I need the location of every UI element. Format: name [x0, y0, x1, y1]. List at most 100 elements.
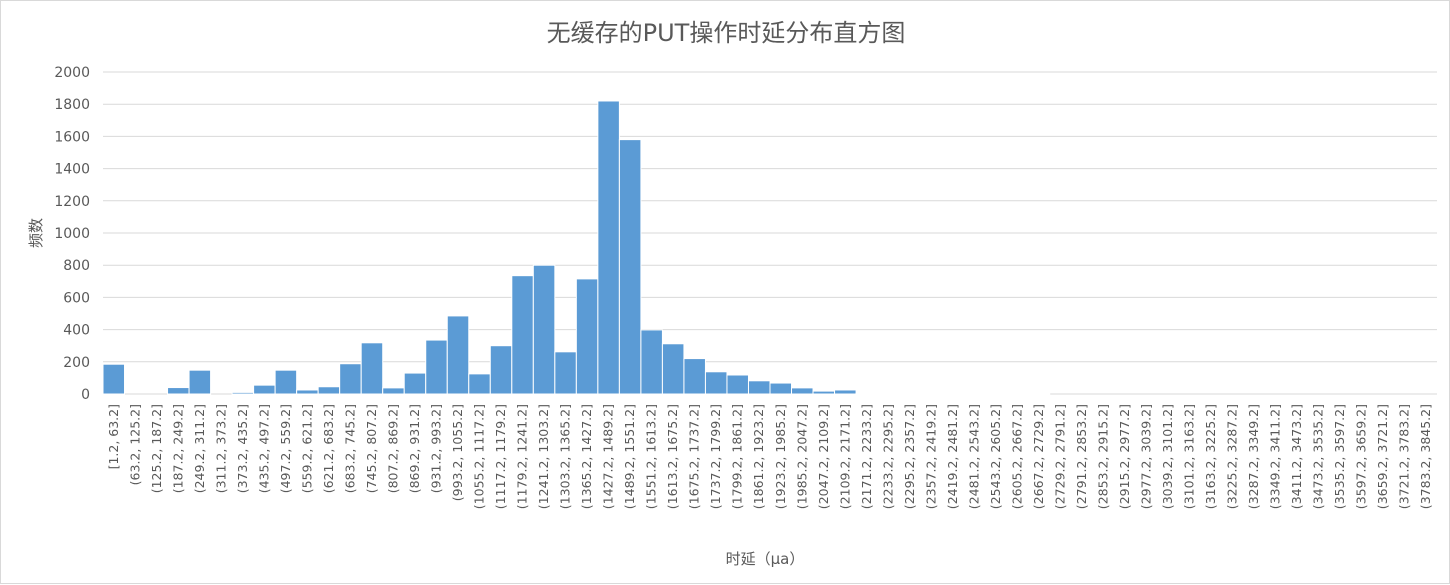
x-tick-label: (2357.2, 2419.2]: [923, 404, 938, 509]
x-tick-label: (2543.2, 2605.2]: [988, 404, 1003, 509]
x-tick-label: (3783.2, 3845.2]: [1418, 404, 1433, 509]
histogram-bar: [340, 364, 362, 394]
y-tick-label: 600: [63, 290, 90, 306]
x-tick-label: [1.2, 63.2]: [106, 404, 121, 469]
y-tick-label: 1000: [54, 226, 90, 242]
x-tick-label: (1117.2, 1179.2]: [493, 404, 508, 509]
histogram-bar: [490, 346, 512, 394]
histogram-bar: [770, 383, 792, 394]
x-tick-label: (3101.2, 3163.2]: [1182, 404, 1197, 509]
x-tick-label: (1613.2, 1675.2]: [665, 404, 680, 509]
x-tick-label: (745.2, 807.2]: [364, 404, 379, 493]
x-tick-label: (931.2, 993.2]: [429, 404, 444, 493]
histogram-bar: [383, 388, 405, 394]
x-tick-label: (1985.2, 2047.2]: [794, 404, 809, 509]
y-tick-label: 1400: [54, 162, 90, 178]
histogram-bar: [275, 370, 297, 394]
x-tick-label: (2419.2, 2481.2]: [945, 404, 960, 509]
y-tick-label: 1800: [54, 97, 90, 113]
histogram-bar: [662, 344, 684, 394]
histogram-bar: [684, 359, 706, 394]
histogram-bar: [426, 340, 448, 394]
gridlines: [103, 72, 1437, 394]
x-tick-label: (869.2, 931.2]: [407, 404, 422, 493]
x-tick-label: (683.2, 745.2]: [342, 404, 357, 493]
histogram-bar: [168, 388, 190, 394]
x-tick-label: (2109.2, 2171.2]: [837, 404, 852, 509]
x-tick-label: (1365.2, 1427.2]: [579, 404, 594, 509]
x-tick-label: (1737.2, 1799.2]: [708, 404, 723, 509]
x-axis-ticks: [1.2, 63.2] (63.2, 125.2] (125.2, 187.2] (1…: [106, 404, 1433, 509]
histogram-bar: [533, 265, 555, 394]
x-tick-label: (2047.2, 2109.2]: [816, 404, 831, 509]
histogram-bar: [254, 385, 276, 394]
x-tick-label: (3473.2, 3535.2]: [1311, 404, 1326, 509]
x-tick-label: (3039.2, 3101.2]: [1160, 404, 1175, 509]
x-tick-label: (1923.2, 1985.2]: [773, 404, 788, 509]
x-tick-label: (2791.2, 2853.2]: [1074, 404, 1089, 509]
histogram-bar: [232, 392, 254, 394]
histogram-bar: [727, 375, 749, 394]
y-tick-label: 2000: [54, 65, 90, 81]
x-tick-label: (435.2, 497.2]: [256, 404, 271, 493]
histogram-bar: [189, 370, 211, 394]
x-tick-label: (3411.2, 3473.2]: [1289, 404, 1304, 509]
x-tick-label: (1179.2, 1241.2]: [515, 404, 530, 509]
x-tick-label: (1861.2, 1923.2]: [751, 404, 766, 509]
y-tick-label: 800: [63, 258, 90, 274]
x-tick-label: (1799.2, 1861.2]: [730, 404, 745, 509]
y-tick-label: 200: [63, 355, 90, 371]
x-tick-label: (3659.2, 3721.2]: [1375, 404, 1390, 509]
bars: [103, 101, 1050, 394]
x-tick-label: (2667.2, 2729.2]: [1031, 404, 1046, 509]
histogram-bar: [813, 391, 835, 394]
histogram-bar: [835, 390, 857, 394]
x-tick-label: (63.2, 125.2]: [127, 404, 142, 485]
histogram-bar: [748, 381, 770, 394]
histogram-bar: [576, 279, 598, 394]
histogram-bar: [297, 390, 319, 394]
x-tick-label: (1055.2, 1117.2]: [472, 404, 487, 509]
x-tick-label: (1241.2, 1303.2]: [536, 404, 551, 509]
x-tick-label: (2853.2, 2915.2]: [1096, 404, 1111, 509]
histogram-bar: [512, 276, 534, 394]
x-tick-label: (2729.2, 2791.2]: [1052, 404, 1067, 509]
histogram-bar: [555, 352, 577, 394]
x-tick-label: (249.2, 311.2]: [192, 404, 207, 493]
x-tick-label: (3721.2, 3783.2]: [1397, 404, 1412, 509]
x-tick-label: (3225.2, 3287.2]: [1225, 404, 1240, 509]
x-tick-label: (2605.2, 2667.2]: [1009, 404, 1024, 509]
x-tick-label: (187.2, 249.2]: [170, 404, 185, 493]
y-tick-label: 1200: [54, 194, 90, 210]
x-tick-label: (1551.2, 1613.2]: [644, 404, 659, 509]
x-tick-label: (3287.2, 3349.2]: [1246, 404, 1261, 509]
x-tick-label: (2171.2, 2233.2]: [859, 404, 874, 509]
y-tick-label: 1600: [54, 129, 90, 145]
histogram-bar: [705, 372, 727, 394]
histogram-bar: [318, 387, 340, 394]
y-axis-title: 频数: [27, 218, 45, 248]
histogram-bar: [103, 364, 125, 394]
x-tick-label: (3597.2, 3659.2]: [1354, 404, 1369, 509]
histogram-bar: [641, 330, 663, 394]
histogram-bar: [792, 388, 814, 394]
histogram-bar: [598, 101, 620, 394]
x-tick-label: (1489.2, 1551.2]: [622, 404, 637, 509]
x-tick-label: (807.2, 869.2]: [385, 404, 400, 493]
chart-title: 无缓存的PUT操作时延分布直方图: [547, 19, 906, 47]
x-tick-label: (1675.2, 1737.2]: [687, 404, 702, 509]
x-tick-label: (993.2, 1055.2]: [450, 404, 465, 501]
histogram-bar: [619, 140, 641, 394]
histogram-bar: [404, 373, 426, 394]
x-axis-title: 时延（μa）: [726, 550, 805, 568]
x-tick-label: (621.2, 683.2]: [321, 404, 336, 493]
histogram-bar: [469, 374, 491, 394]
x-tick-label: (125.2, 187.2]: [149, 404, 164, 493]
y-tick-label: 0: [81, 387, 90, 403]
x-tick-label: (311.2, 373.2]: [213, 404, 228, 493]
x-tick-label: (2977.2, 3039.2]: [1139, 404, 1154, 509]
x-tick-label: (497.2, 559.2]: [278, 404, 293, 493]
